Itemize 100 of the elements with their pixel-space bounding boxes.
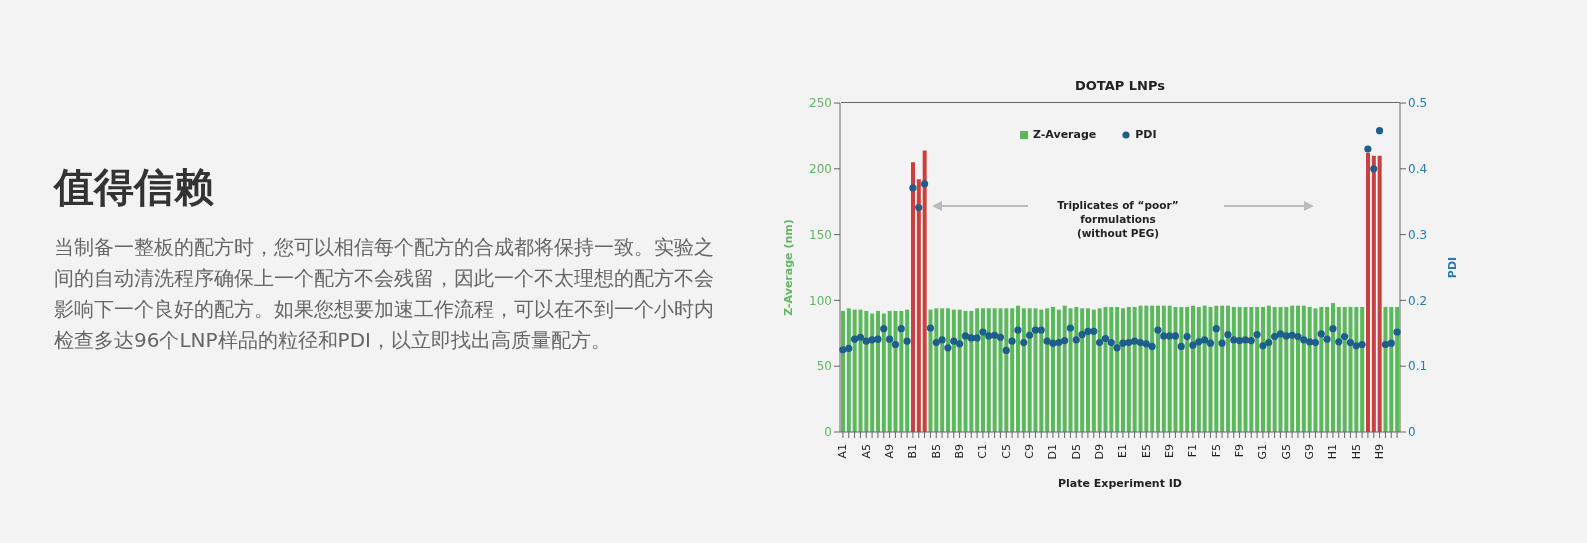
x-tick-label: A9 [883, 444, 897, 459]
y2-tick-label: 0.5 [1408, 96, 1428, 111]
bar [1231, 306, 1236, 432]
bar [911, 162, 915, 432]
x-tick-label: G1 [1256, 444, 1270, 460]
bar [1051, 306, 1055, 432]
bar [1150, 305, 1155, 432]
bar [1056, 309, 1061, 432]
bar [946, 308, 950, 432]
bar [1290, 305, 1295, 432]
bar [1115, 306, 1120, 432]
x-tick-label: B1 [906, 444, 920, 459]
y-tick-label: 0 [824, 425, 832, 440]
y-tick-label: 100 [809, 293, 832, 308]
bar [1301, 305, 1306, 432]
annotation: Triplicates of “poor” formulations (without PEG) [1056, 198, 1180, 240]
bar [1080, 308, 1085, 432]
bar [951, 309, 956, 432]
y-axis-title: Z-Average (nm) [781, 219, 795, 316]
y-tick-label: 50 [816, 359, 832, 374]
bar [1010, 308, 1015, 432]
y2-tick-label: 0.4 [1408, 162, 1428, 177]
bar [887, 310, 892, 432]
bar [1016, 305, 1020, 432]
bar [940, 308, 945, 432]
x-tick-label: G5 [1279, 444, 1293, 460]
bar [1167, 305, 1172, 432]
bar [1371, 155, 1376, 432]
bar [1045, 308, 1050, 432]
y-tick-label: 200 [809, 162, 832, 177]
bar [1126, 306, 1131, 432]
x-tick-label: F5 [1209, 444, 1223, 458]
bar [1331, 303, 1335, 432]
legend-label: Z-Average [1033, 128, 1097, 141]
text: 值得信赖 [54, 163, 214, 212]
bar [1185, 306, 1190, 432]
bar [1266, 305, 1271, 432]
y2-tick-label: 0.1 [1408, 359, 1428, 374]
bar [981, 308, 985, 432]
bar [1086, 308, 1090, 432]
y2-axis-title: PDI [1445, 256, 1459, 279]
bar [846, 308, 851, 432]
bar [1307, 306, 1312, 432]
y2-tick-label: 0.2 [1408, 293, 1428, 308]
x-tick-label: H9 [1373, 444, 1387, 460]
x-tick-label: D9 [1093, 444, 1107, 460]
x-tick-label: G9 [1303, 444, 1317, 460]
bar [1097, 308, 1102, 432]
bar [1237, 306, 1242, 432]
bar [1062, 305, 1067, 432]
x-tick-label: A5 [859, 444, 873, 459]
bar [1132, 306, 1137, 432]
bar [881, 313, 886, 432]
x-tick-label: E5 [1139, 444, 1153, 458]
x-axis-title: Plate Experiment ID [1057, 477, 1183, 490]
bar [1027, 308, 1032, 432]
legend-label: PDI [1135, 128, 1157, 141]
y2-tick-label: 0.3 [1408, 227, 1428, 242]
bar [1202, 305, 1207, 432]
y-tick-label: 250 [809, 96, 832, 111]
bar [1272, 306, 1277, 432]
bar [1336, 306, 1341, 432]
x-tick-label: E9 [1163, 444, 1177, 458]
y-tick-label: 150 [809, 227, 832, 242]
bar [870, 313, 875, 432]
bar [1161, 305, 1166, 432]
x-tick-label: F1 [1186, 444, 1200, 458]
x-tick-label: F9 [1233, 444, 1247, 458]
bar [1255, 306, 1260, 432]
bar [986, 308, 991, 432]
bar [922, 150, 927, 432]
bar [1156, 305, 1160, 432]
bar [905, 309, 910, 432]
bar [1226, 305, 1230, 432]
x-tick-label: H5 [1349, 444, 1363, 460]
bar [1091, 309, 1096, 432]
chart-title: DOTAP LNPs [1074, 78, 1166, 93]
x-tick-label: E1 [1116, 444, 1130, 458]
bar [1342, 306, 1347, 432]
y2-tick-label: 0 [1408, 425, 1416, 440]
x-tick-label: C9 [1023, 444, 1037, 459]
bar [1395, 306, 1400, 432]
x-tick-label: A1 [836, 444, 850, 459]
x-tick-label: D5 [1069, 444, 1083, 460]
bar [876, 310, 880, 432]
x-tick-label: C5 [999, 444, 1013, 459]
bar [852, 309, 857, 432]
bar [1377, 155, 1382, 432]
bar [1360, 306, 1365, 432]
bar [1261, 306, 1265, 432]
bar [916, 179, 921, 432]
bar [1021, 308, 1026, 432]
bar [1325, 306, 1330, 432]
x-tick-label: B5 [929, 444, 943, 459]
bar [957, 309, 962, 432]
bar [1121, 308, 1125, 432]
bar [1296, 305, 1300, 432]
x-tick-label: C1 [976, 444, 990, 459]
bar [975, 308, 980, 432]
bar [992, 308, 997, 432]
